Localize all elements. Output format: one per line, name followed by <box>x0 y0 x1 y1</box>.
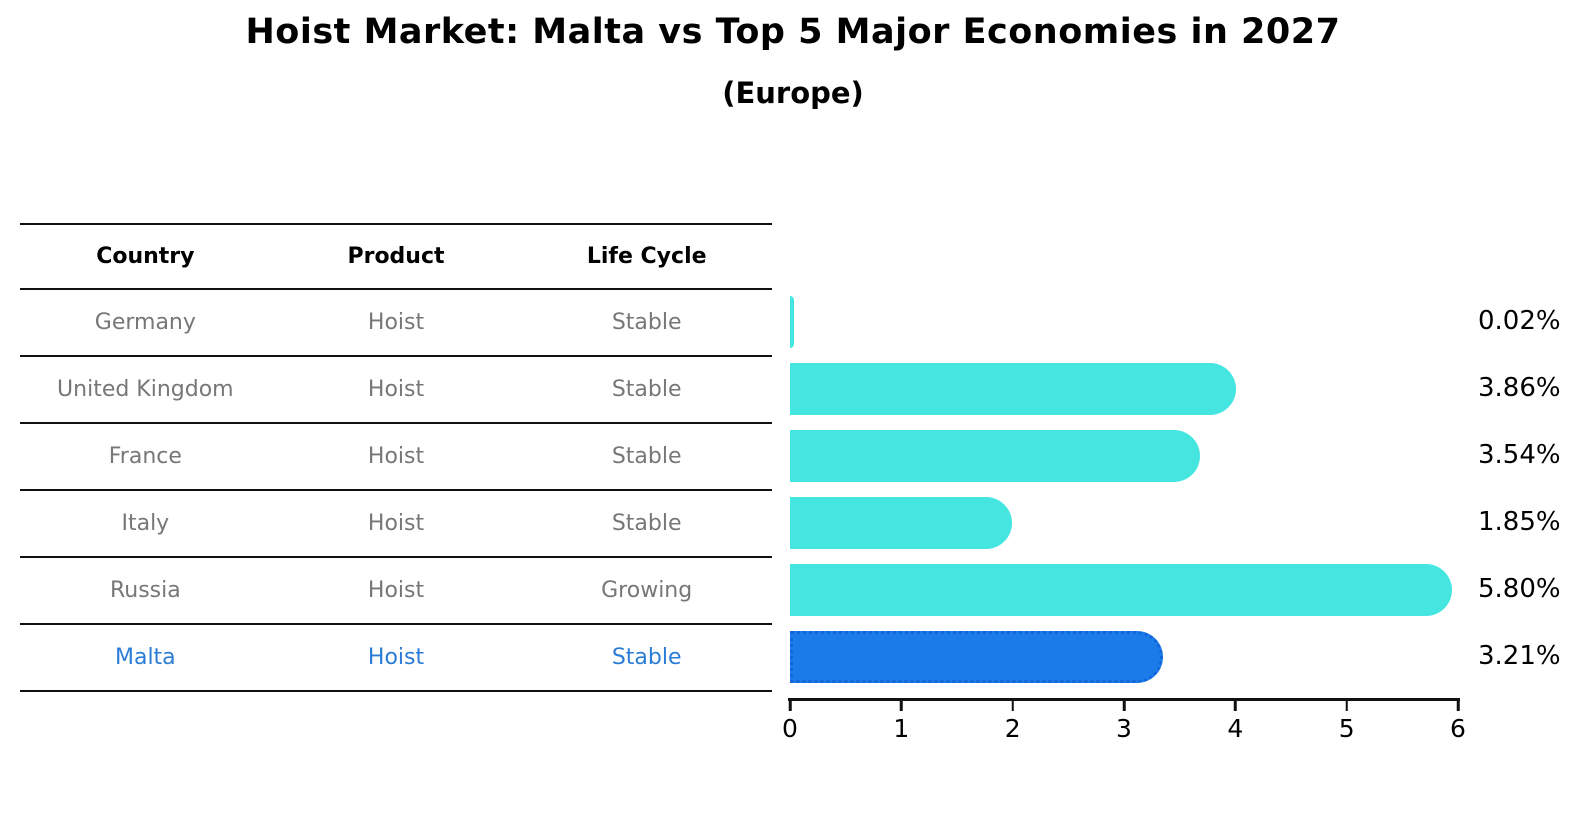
bar-slot <box>790 489 1458 556</box>
x-tick-mark <box>1234 701 1237 711</box>
x-tick-label: 1 <box>893 714 910 743</box>
x-tick-mark <box>1122 701 1126 711</box>
cell-life-cycle: Stable <box>611 645 682 670</box>
value-label-column: 0.02% 3.86% 3.54% 1.85% 5.80% 3.21% <box>1478 288 1586 690</box>
table-header-row: Country Product Life Cycle <box>20 225 772 290</box>
bar-germany <box>790 296 794 348</box>
cell-product: Hoist <box>367 444 425 469</box>
cell-country: Italy <box>121 511 170 536</box>
cell-country: United Kingdom <box>57 377 234 402</box>
value-label-russia: 5.80% <box>1478 574 1561 604</box>
cell-life-cycle: Stable <box>611 377 682 402</box>
cell-country: Russia <box>109 578 181 603</box>
bar-united-kingdom <box>790 363 1236 415</box>
column-header-product: Product <box>347 244 445 269</box>
column-header-life-cycle: Life Cycle <box>586 244 707 269</box>
x-tick-mark <box>1456 701 1460 711</box>
cell-product: Hoist <box>367 511 425 536</box>
x-axis-line <box>788 698 1460 701</box>
value-label-italy: 1.85% <box>1478 507 1561 537</box>
bar-slot <box>790 623 1458 690</box>
bar-france <box>790 430 1201 482</box>
bar-slot <box>790 355 1458 422</box>
bar-chart-plot-area <box>790 288 1458 690</box>
cell-product: Hoist <box>367 377 425 402</box>
table-row-malta: Malta Hoist Stable <box>20 625 772 692</box>
cell-product: Hoist <box>367 645 425 670</box>
cell-country: Malta <box>114 645 176 670</box>
table-row-russia: Russia Hoist Growing <box>20 558 772 625</box>
chart-title: Hoist Market: Malta vs Top 5 Major Econo… <box>245 12 1341 52</box>
value-label-france: 3.54% <box>1478 440 1561 470</box>
x-tick-mark <box>788 701 792 711</box>
chart-subtitle: (Europe) <box>722 76 864 110</box>
cell-country: France <box>108 444 182 469</box>
cell-country: Germany <box>94 310 196 335</box>
x-tick-label: 2 <box>1004 714 1021 743</box>
bar-russia <box>790 564 1452 616</box>
x-axis-ticks: 0 1 2 3 4 5 6 <box>782 701 1466 751</box>
table-row-france: France Hoist Stable <box>20 424 772 491</box>
country-table: Country Product Life Cycle Germany Hoist… <box>20 223 772 692</box>
bar-slot <box>790 288 1458 355</box>
cell-life-cycle: Growing <box>601 578 693 603</box>
bar-slot <box>790 422 1458 489</box>
column-header-country: Country <box>96 244 195 269</box>
x-tick-mark <box>1011 701 1014 711</box>
table-row-united-kingdom: United Kingdom Hoist Stable <box>20 357 772 424</box>
cell-life-cycle: Stable <box>611 310 682 335</box>
x-tick-mark <box>1345 701 1348 711</box>
cell-life-cycle: Stable <box>611 511 682 536</box>
x-tick-label: 4 <box>1227 714 1244 743</box>
value-label-united-kingdom: 3.86% <box>1478 373 1561 403</box>
cell-life-cycle: Stable <box>611 444 682 469</box>
x-tick-label: 0 <box>782 714 798 743</box>
cell-product: Hoist <box>367 310 425 335</box>
x-tick-label: 3 <box>1116 714 1132 743</box>
x-tick-label: 5 <box>1338 714 1355 743</box>
table-row-germany: Germany Hoist Stable <box>20 290 772 357</box>
bar-slot <box>790 556 1458 623</box>
value-label-germany: 0.02% <box>1478 306 1561 336</box>
table-row-italy: Italy Hoist Stable <box>20 491 772 558</box>
bar-malta <box>790 631 1164 683</box>
value-label-malta: 3.21% <box>1478 641 1561 671</box>
cell-product: Hoist <box>367 578 425 603</box>
bar-italy <box>790 497 1012 549</box>
x-tick-label: 6 <box>1450 714 1466 743</box>
x-tick-mark <box>900 701 903 711</box>
